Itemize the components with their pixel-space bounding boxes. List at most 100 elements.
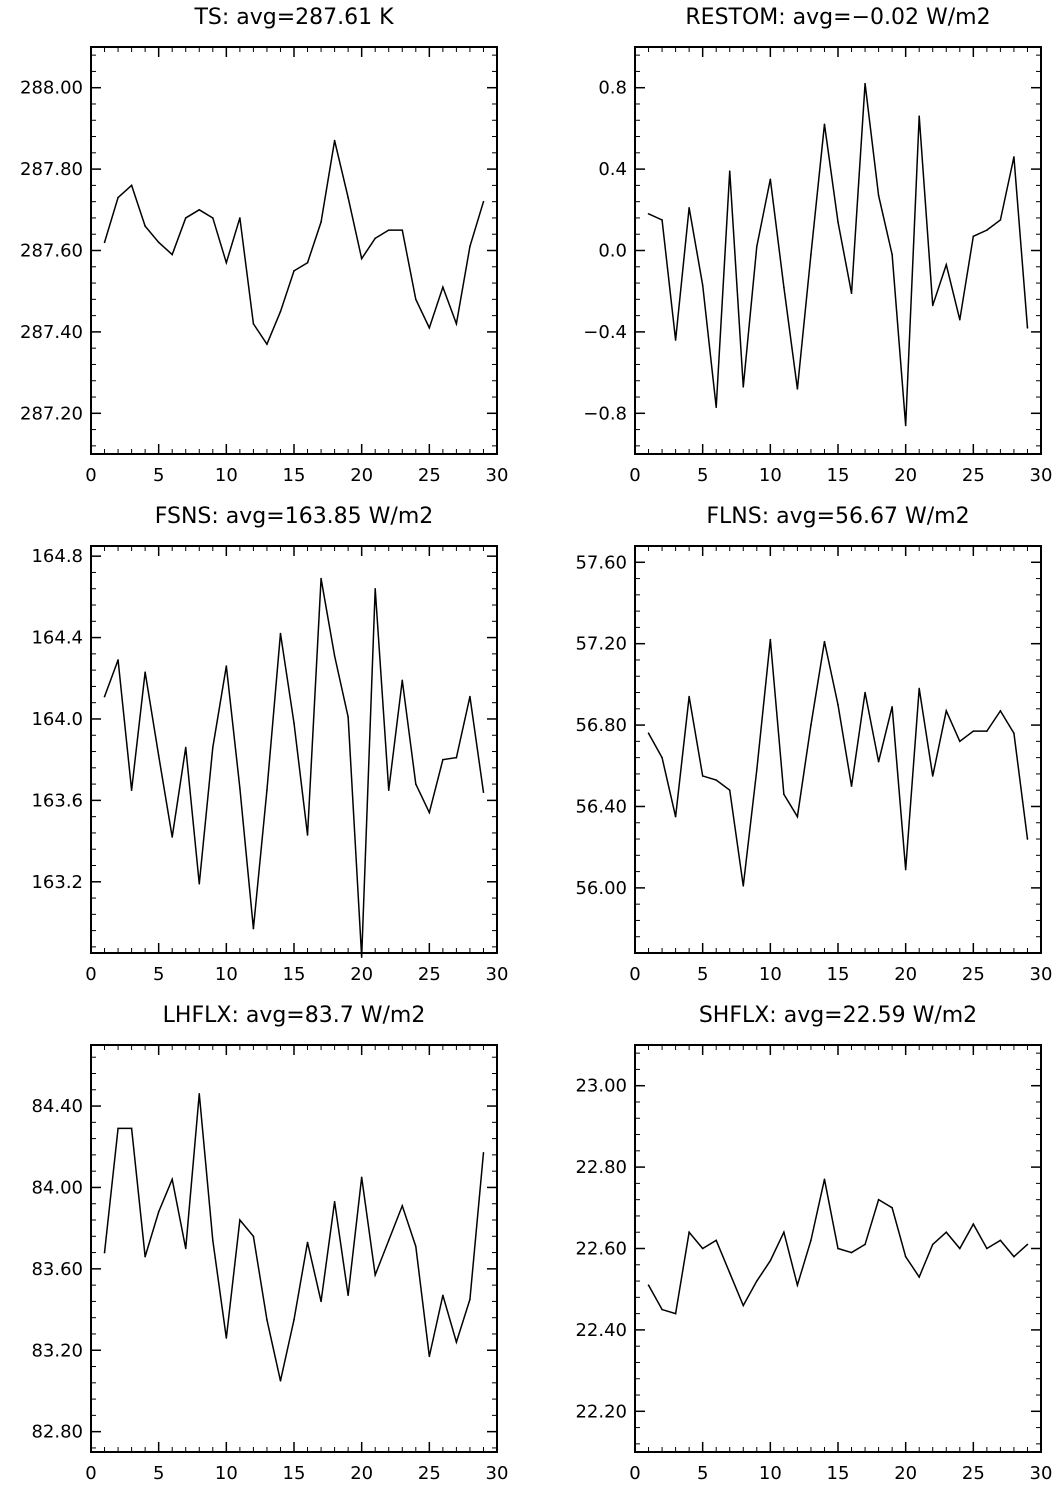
data-point xyxy=(701,1247,704,1250)
data-point xyxy=(756,245,758,248)
y-tick-label: 84.40 xyxy=(31,1096,83,1117)
y-tick-label: 164.0 xyxy=(31,709,83,730)
data-point xyxy=(103,1251,106,1254)
series-line xyxy=(103,1093,485,1381)
data-point xyxy=(674,815,677,818)
data-point xyxy=(279,632,282,635)
x-tick-label: 10 xyxy=(215,964,238,985)
data-point xyxy=(239,787,241,789)
data-point xyxy=(252,1235,255,1238)
data-point xyxy=(442,758,444,761)
data-point xyxy=(986,229,988,231)
y-tick-label: 0.8 xyxy=(598,78,627,99)
data-point xyxy=(130,789,133,791)
data-point xyxy=(728,170,731,172)
data-point xyxy=(742,885,745,887)
data-point xyxy=(931,1243,934,1246)
data-point xyxy=(891,253,893,256)
data-point xyxy=(972,235,975,238)
plot-frame xyxy=(90,545,498,954)
data-point xyxy=(306,834,309,836)
data-point xyxy=(647,1284,650,1286)
data-point xyxy=(347,1294,349,1297)
data-point xyxy=(279,310,282,313)
data-point xyxy=(252,927,255,930)
data-point xyxy=(837,703,839,706)
data-point xyxy=(333,1200,336,1203)
x-tick-label: 30 xyxy=(486,465,509,486)
data-point xyxy=(728,789,731,791)
data-point xyxy=(293,1318,295,1321)
x-tick-label: 10 xyxy=(759,465,782,486)
x-tick-label: 15 xyxy=(827,1463,850,1484)
data-point xyxy=(374,1274,377,1276)
y-tick-label: 82.80 xyxy=(31,1422,83,1443)
x-tick-label: 0 xyxy=(85,465,96,486)
y-tick-label: 22.40 xyxy=(575,1320,627,1341)
x-tick-label: 0 xyxy=(629,964,640,985)
data-point xyxy=(647,732,650,735)
data-point xyxy=(455,1341,458,1343)
y-tick-label: 287.20 xyxy=(20,403,83,424)
data-point xyxy=(239,217,241,219)
data-point xyxy=(1026,1243,1029,1246)
y-tick-label: 287.40 xyxy=(20,322,83,343)
plot-frame xyxy=(634,545,1042,954)
data-point xyxy=(877,194,880,197)
data-point xyxy=(945,1231,948,1234)
x-tick-label: 25 xyxy=(962,465,985,486)
series-line xyxy=(647,1179,1028,1315)
x-tick-label: 5 xyxy=(153,964,164,985)
data-point xyxy=(742,1304,745,1307)
x-tick-label: 0 xyxy=(85,1463,96,1484)
y-tick-label: −0.4 xyxy=(583,322,627,343)
y-tick-label: 56.00 xyxy=(575,878,627,899)
data-point xyxy=(442,1294,444,1297)
data-point xyxy=(212,746,214,749)
data-point xyxy=(360,1176,363,1179)
x-tick-label: 25 xyxy=(418,1463,441,1484)
data-point xyxy=(144,671,146,673)
x-tick-label: 10 xyxy=(759,964,782,985)
data-point xyxy=(198,883,201,885)
data-point xyxy=(864,1243,866,1246)
data-point xyxy=(986,730,988,732)
x-tick-label: 5 xyxy=(153,1463,164,1484)
data-point xyxy=(225,261,228,264)
data-point xyxy=(769,638,772,641)
data-point xyxy=(171,836,173,838)
x-tick-label: 10 xyxy=(215,465,238,486)
data-point xyxy=(945,263,948,266)
data-point xyxy=(647,213,650,215)
data-point xyxy=(225,665,228,667)
data-point xyxy=(728,1272,731,1274)
data-point xyxy=(212,217,214,219)
data-point xyxy=(469,695,471,698)
data-point xyxy=(810,253,812,256)
y-tick-label: 22.60 xyxy=(575,1239,627,1260)
data-point xyxy=(972,730,975,732)
data-point xyxy=(661,756,663,759)
data-point xyxy=(688,695,690,698)
data-point xyxy=(117,1127,119,1130)
data-point xyxy=(877,1198,880,1201)
data-point xyxy=(171,1178,173,1181)
data-point xyxy=(225,1337,228,1339)
data-point xyxy=(171,253,173,256)
data-point xyxy=(918,1276,920,1278)
data-point xyxy=(374,587,377,590)
data-point xyxy=(198,1093,201,1095)
data-point xyxy=(769,1259,772,1262)
data-point xyxy=(999,1239,1002,1242)
data-point xyxy=(918,115,920,117)
data-point xyxy=(904,868,907,871)
data-point xyxy=(688,206,690,209)
x-tick-label: 30 xyxy=(486,1463,509,1484)
x-tick-label: 20 xyxy=(350,1463,373,1484)
data-point xyxy=(239,1219,241,1221)
data-point xyxy=(1026,838,1029,840)
y-tick-label: 163.6 xyxy=(31,790,83,811)
data-point xyxy=(715,406,717,409)
data-point xyxy=(904,1255,907,1258)
y-tick-label: 287.60 xyxy=(20,241,83,262)
